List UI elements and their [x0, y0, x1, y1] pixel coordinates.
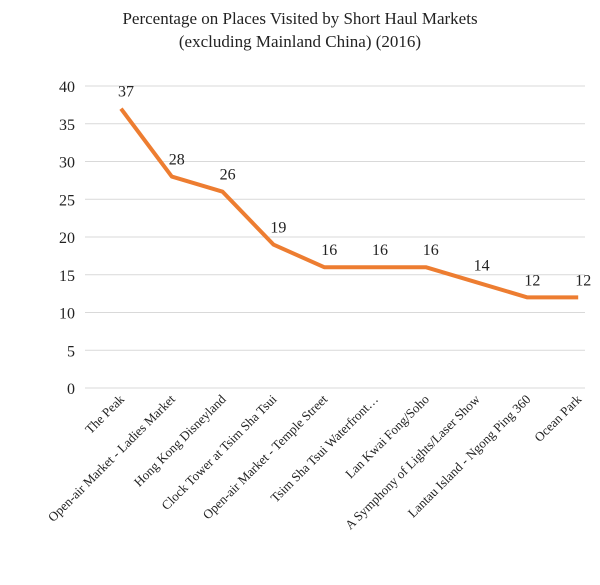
- x-tick-label: Lan Kwai Fong/Soho: [342, 392, 432, 482]
- y-tick-label: 30: [59, 155, 75, 172]
- y-tick-label: 40: [59, 79, 75, 96]
- x-tick-label: Hong Kong Disneyland: [131, 391, 229, 489]
- y-tick-label: 20: [59, 230, 75, 247]
- y-tick-label: 0: [67, 381, 75, 398]
- data-label: 12: [575, 272, 591, 289]
- y-tick-label: 25: [59, 192, 75, 209]
- y-tick-label: 10: [59, 306, 75, 323]
- x-tick-label: The Peak: [82, 391, 127, 436]
- data-label: 14: [474, 257, 490, 274]
- data-label: 16: [321, 242, 337, 259]
- data-label: 16: [423, 242, 439, 259]
- y-tick-label: 5: [67, 343, 75, 360]
- data-label: 12: [524, 272, 540, 289]
- data-label: 16: [372, 242, 388, 259]
- y-tick-label: 15: [59, 268, 75, 285]
- data-label: 37: [118, 84, 134, 101]
- data-label: 26: [220, 167, 236, 184]
- data-label: 28: [169, 152, 185, 169]
- y-tick-label: 35: [59, 117, 75, 134]
- x-tick-label: Ocean Park: [531, 391, 585, 445]
- data-label: 19: [270, 220, 286, 237]
- chart-title: Percentage on Places Visited by Short Ha…: [122, 9, 477, 28]
- chart-title: (excluding Mainland China) (2016): [179, 32, 421, 51]
- line: [119, 107, 579, 300]
